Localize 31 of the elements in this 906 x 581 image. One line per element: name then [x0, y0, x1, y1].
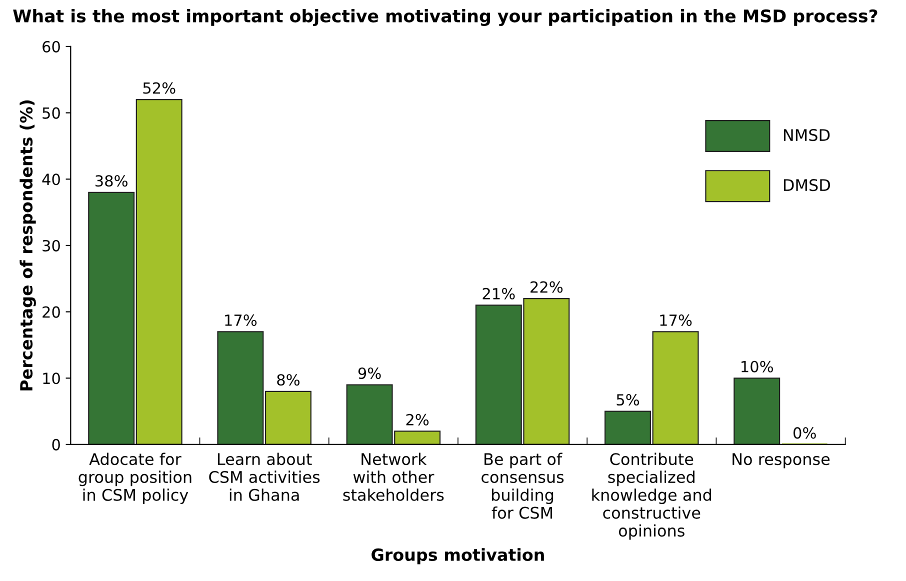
chart-title: What is the most important objective motivating your participation in the MSD process? [13, 9, 878, 26]
data-label: 17% [660, 314, 692, 326]
y-tick-label: 10 [43, 372, 60, 384]
y-tick-label: 60 [42, 40, 60, 52]
x-tick-label: Contribute specialized knowledge and constructive opinions [592, 452, 712, 540]
y-axis-title: Percentage of respondents (%) [20, 100, 36, 390]
data-label: 22% [530, 281, 563, 293]
x-tick-label: Learn about CSM activities in Ghana [209, 452, 320, 501]
bar [734, 378, 780, 444]
legend-label: NMSD [784, 128, 830, 142]
x-tick-label: Network with other stakeholders [343, 452, 444, 501]
data-label: 8% [277, 374, 300, 386]
data-label: 5% [616, 394, 640, 406]
data-label: 0% [794, 427, 816, 439]
x-tick-label: No response [732, 453, 830, 468]
y-tick-label: 0 [52, 438, 60, 450]
data-label: 2% [406, 414, 429, 426]
data-label: 52% [143, 82, 176, 94]
x-tick-label: Adocate for group position in CSM policy [78, 452, 192, 504]
x-axis-title: Groups motivation [372, 548, 544, 564]
y-tick-label: 40 [42, 174, 60, 186]
data-label: 10% [742, 360, 773, 372]
data-label: 17% [225, 314, 257, 326]
data-label: 9% [358, 367, 381, 380]
data-label: 38% [96, 175, 128, 187]
y-tick-label: 30 [42, 240, 60, 252]
x-tick-label: Be part of consensus building for CSM [482, 452, 564, 519]
y-tick-label: 20 [42, 306, 60, 318]
y-tick-label: 50 [42, 107, 60, 119]
legend-label: DMSD [784, 179, 830, 192]
data-label: 21% [482, 288, 515, 300]
